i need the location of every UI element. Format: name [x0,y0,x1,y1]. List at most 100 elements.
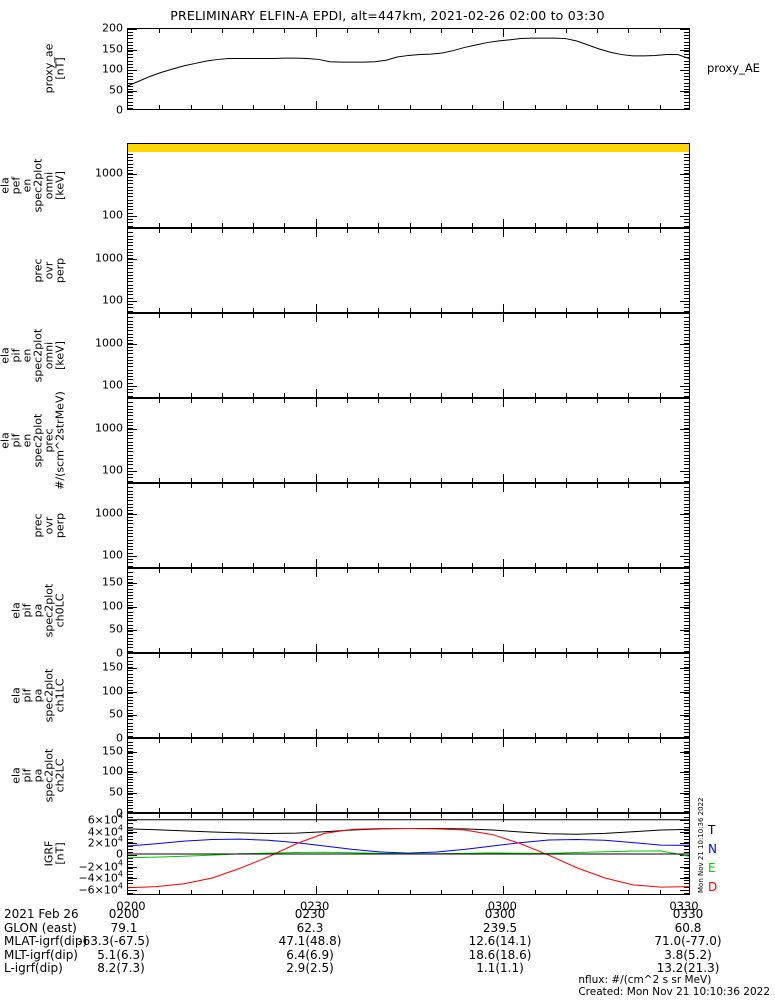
x-tick [441,393,442,397]
y-minor-tick [684,641,689,642]
cell-mlat-0230: 47.1(48.8) [278,934,342,949]
x-tick [316,314,317,322]
y-minor-tick [128,800,133,801]
y-minor-tick [684,644,689,645]
x-tick [410,308,411,312]
x-tick [316,29,317,37]
y-minor-tick [684,874,689,875]
y-minor-tick [684,108,689,109]
y-minor-tick [128,347,133,348]
x-tick [597,399,598,403]
y-minor-tick [684,105,689,106]
y-minor-tick [684,852,689,853]
y-minor-tick [128,504,133,505]
x-tick [316,101,317,109]
y-minor-tick [684,281,689,282]
trace-T [128,829,689,835]
y-minor-tick [128,797,133,798]
y-minor-tick [684,549,689,550]
panel-ela-pif-pa-spec2plot-ch0LC [127,568,690,653]
y-minor-tick [128,200,133,201]
x-tick [472,399,473,403]
y-minor-tick [128,334,133,335]
y-minor-tick [684,409,689,410]
x-tick [566,105,567,109]
y-minor-tick [684,54,689,55]
y-major-tick [128,29,137,30]
x-tick [597,808,598,812]
y-minor-tick [684,657,689,658]
y-minor-tick [684,774,689,775]
cell-mlat-0330: 71.0(-77.0) [654,934,722,949]
x-tick [284,29,285,33]
x-tick [159,229,160,233]
x-tick [378,808,379,812]
x-tick [347,654,348,658]
x-tick [410,814,411,818]
x-tick [660,478,661,482]
y-minor-tick [684,245,689,246]
y-minor-tick [684,742,689,743]
x-tick [535,733,536,737]
y-minor-tick [684,589,689,590]
y-minor-tick [684,164,689,165]
x-tick [503,314,504,322]
y-tick-label: 1000 [95,166,123,180]
ephemeris-table: 2021 Feb 26 0200 0230 0300 0330 GLON (ea… [4,907,774,976]
y-major-tick [128,216,137,217]
x-tick [472,814,473,818]
x-tick [253,229,254,233]
y-minor-tick [128,566,133,567]
y-minor-tick [128,785,133,786]
x-tick [535,808,536,812]
y-minor-tick [684,327,689,328]
y-minor-tick [128,285,133,286]
y-minor-tick [684,811,689,812]
y-minor-tick [684,406,689,407]
y-major-tick [680,878,689,879]
x-tick [628,890,629,894]
x-tick [191,563,192,567]
y-minor-tick [684,89,689,90]
table-row-mlat: MLAT-igrf(dip) -63.3(-67.5) 47.1(48.8) 1… [4,935,774,949]
y-minor-tick [684,379,689,380]
row-label-lshell: L-igrf(dip) [4,961,63,976]
x-tick [660,484,661,488]
x-tick [441,314,442,318]
y-minor-tick [128,553,133,554]
x-tick [660,654,661,658]
x-tick [253,105,254,109]
y-minor-tick [128,396,133,397]
x-tick [378,399,379,403]
x-tick [503,474,504,482]
x-tick [472,478,473,482]
y-minor-tick [128,307,133,308]
y-minor-tick [684,765,689,766]
x-tick [628,654,629,658]
x-tick [253,648,254,652]
y-major-tick [128,583,137,584]
y-minor-tick [128,602,133,603]
x-tick [253,814,254,818]
x-tick [628,393,629,397]
y-tick-label: 100 [102,62,123,76]
y-minor-tick [684,95,689,96]
x-tick [628,229,629,233]
x-tick [347,733,348,737]
y-minor-tick [684,461,689,462]
x-tick [191,654,192,658]
legend-item-E: E [708,861,716,875]
y-minor-tick [128,272,133,273]
y-minor-tick [684,265,689,266]
x-tick [441,29,442,33]
y-minor-tick [128,523,133,524]
y-minor-tick [128,608,133,609]
x-tick [535,739,536,743]
panel-prec-ovr-perp-2 [127,483,690,568]
y-minor-tick [128,693,133,694]
y-minor-tick [684,504,689,505]
y-minor-tick [128,791,133,792]
y-major-tick [128,344,137,345]
x-tick [566,563,567,567]
y-minor-tick [128,559,133,560]
